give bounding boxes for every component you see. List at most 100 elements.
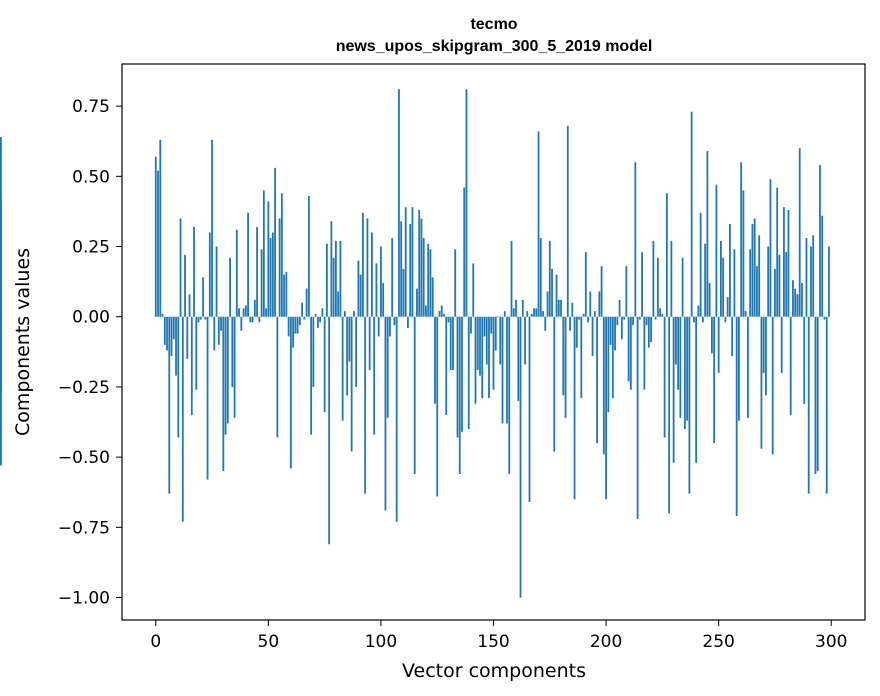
bar-167 <box>530 313 533 317</box>
bar-106 <box>393 316 396 326</box>
bar-216 <box>641 252 643 317</box>
bar-76 <box>325 243 328 317</box>
bar-40 <box>244 305 247 317</box>
bar-174 <box>546 291 549 317</box>
bar-168 <box>533 308 535 317</box>
bar-247 <box>711 316 713 354</box>
bar-38 <box>240 316 243 331</box>
bar-270 <box>762 316 765 373</box>
bar-undefined <box>0 316 2 390</box>
bar-285 <box>796 294 799 317</box>
bar-81 <box>337 291 340 317</box>
bar-39 <box>242 308 245 317</box>
bar-273 <box>769 179 772 317</box>
bar-100 <box>380 246 382 317</box>
bar-82 <box>339 240 342 317</box>
bar-175 <box>548 240 551 317</box>
bar-212 <box>632 316 634 326</box>
bar-12 <box>181 316 184 522</box>
bar-144 <box>479 316 481 376</box>
bar-91 <box>359 274 362 317</box>
bar-58 <box>285 271 288 317</box>
bar-173 <box>544 316 547 331</box>
bar-98 <box>375 263 378 317</box>
bar-65 <box>301 302 304 317</box>
bar-95 <box>368 316 371 371</box>
bar-284 <box>794 288 797 317</box>
x-axis-label: Vector components <box>402 660 586 682</box>
bar-49 <box>265 308 267 317</box>
y-tick-label: 0.25 <box>72 238 110 258</box>
bar-190 <box>582 313 585 317</box>
bar-20 <box>199 316 202 320</box>
bar-263 <box>747 316 749 418</box>
bar-224 <box>659 308 662 317</box>
bar-158 <box>510 240 513 317</box>
bar-243 <box>701 316 704 323</box>
bar-67 <box>305 288 308 317</box>
bar-232 <box>677 316 680 390</box>
bar-194 <box>591 316 594 357</box>
bar-93 <box>364 316 367 494</box>
bar-244 <box>704 243 707 317</box>
bar-1 <box>157 170 159 317</box>
bar-203 <box>611 316 614 399</box>
bar-0 <box>154 156 157 317</box>
bar-184 <box>569 316 571 331</box>
bar-240 <box>695 316 698 463</box>
bar-126 <box>438 311 441 317</box>
bar-125 <box>436 316 439 497</box>
bar-171 <box>539 238 542 317</box>
bar-239 <box>692 316 695 323</box>
bar-19 <box>197 316 200 323</box>
bar-185 <box>571 302 574 317</box>
y-axis-ticks: −1.00 −0.75 −0.50 −0.25 0.00 0.25 0.50 0.75 <box>58 97 122 609</box>
bar-237 <box>688 316 691 494</box>
bar-123 <box>431 277 434 317</box>
bar-24 <box>208 232 211 317</box>
bars-group <box>0 89 830 598</box>
bar-50 <box>267 201 270 317</box>
bar-235 <box>683 316 686 430</box>
bar-202 <box>609 316 612 345</box>
bar-187 <box>575 316 578 348</box>
bar-292 <box>812 235 815 317</box>
x-tick-label: 50 <box>258 632 280 652</box>
bar-47 <box>260 249 263 317</box>
bar-10 <box>177 316 180 438</box>
bar-59 <box>287 316 290 337</box>
bar-260 <box>740 162 743 317</box>
bar-83 <box>341 316 344 421</box>
bar-7 <box>170 316 173 357</box>
bar-254 <box>726 297 729 317</box>
bar-293 <box>814 316 817 474</box>
bar-103 <box>386 316 389 418</box>
x-tick-label: 150 <box>477 632 509 652</box>
bar-160 <box>515 299 517 317</box>
bar-73 <box>319 316 322 323</box>
bar-234 <box>681 257 684 317</box>
bar-104 <box>389 316 391 337</box>
bar-246 <box>708 283 711 317</box>
bar-18 <box>195 316 198 390</box>
bar-8 <box>172 316 175 340</box>
bar-249 <box>715 184 718 317</box>
bar-207 <box>620 316 623 340</box>
bar-204 <box>614 316 616 351</box>
bar-101 <box>382 283 385 317</box>
bar-17 <box>193 226 195 317</box>
bar-150 <box>492 316 495 390</box>
bar-220 <box>650 316 653 342</box>
bar-228 <box>668 316 671 514</box>
bar-294 <box>816 316 819 472</box>
bar-275 <box>774 268 776 317</box>
bar-36 <box>235 229 238 317</box>
bar-265 <box>751 224 754 317</box>
bar-107 <box>395 316 398 522</box>
bar-267 <box>756 266 758 317</box>
bar-238 <box>690 111 693 317</box>
bar-110 <box>402 268 405 317</box>
bar-23 <box>206 316 209 480</box>
bar-105 <box>391 238 394 317</box>
bar-287 <box>801 283 803 317</box>
